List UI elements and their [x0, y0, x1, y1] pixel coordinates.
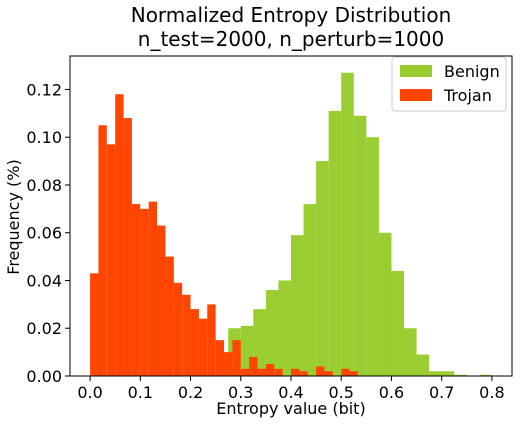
trojan-bar-16 [224, 352, 233, 376]
trojan-bar-2 [106, 144, 116, 376]
trojan-bar-21 [265, 364, 275, 376]
legend-label-trojan: Trojan [443, 86, 492, 105]
benign-bar-8 [328, 110, 342, 376]
trojan-bar-1 [98, 125, 107, 377]
x-tick-label: 0.0 [77, 383, 102, 402]
benign-bar-14 [404, 328, 417, 376]
legend-swatch-benign [400, 65, 432, 77]
benign-series-bars [228, 72, 492, 377]
benign-bar-10 [353, 115, 367, 377]
trojan-bar-28 [349, 371, 358, 376]
benign-bar-16 [429, 371, 442, 376]
benign-bar-15 [416, 354, 430, 376]
trojan-bar-26 [324, 371, 333, 376]
x-axis-ticks: 0.0 0.1 0.2 0.3 0.4 0.5 0.6 0.7 0.8 [77, 376, 505, 402]
y-tick-label: 0.00 [26, 367, 62, 386]
chart-title-line-2: n_test=2000, n_perturb=1000 [138, 27, 444, 51]
benign-bar-4 [278, 280, 291, 376]
y-tick-label: 0.04 [26, 271, 62, 290]
benign-bar-9 [341, 72, 354, 376]
legend-swatch-trojan [400, 89, 432, 101]
benign-bar-19 [479, 374, 492, 376]
benign-bar-18 [454, 374, 467, 376]
trojan-bar-13 [198, 318, 208, 376]
benign-bar-13 [391, 270, 405, 376]
y-tick-label: 0.08 [26, 176, 62, 195]
x-tick-label: 0.7 [429, 383, 454, 402]
chart-title-line-1: Normalized Entropy Distribution [131, 3, 452, 27]
y-axis-ticks: 0.00 0.02 0.04 0.06 0.08 0.10 0.12 [26, 80, 70, 386]
y-tick-label: 0.10 [26, 128, 62, 147]
trojan-bar-3 [115, 94, 124, 376]
benign-bar-6 [303, 204, 317, 376]
trojan-bar-19 [249, 356, 258, 376]
x-tick-label: 0.5 [329, 383, 354, 402]
legend-label-benign: Benign [444, 62, 500, 81]
benign-bar-5 [291, 235, 304, 376]
benign-bar-11 [366, 137, 379, 376]
trojan-bar-25 [316, 366, 325, 376]
trojan-bar-23 [291, 368, 300, 376]
trojan-bar-0 [90, 273, 99, 376]
y-tick-label: 0.06 [26, 224, 62, 243]
x-tick-label: 0.4 [278, 383, 303, 402]
trojan-bar-8 [157, 225, 166, 376]
trojan-bar-7 [148, 201, 158, 376]
benign-bar-3 [265, 290, 279, 376]
trojan-bar-11 [182, 294, 191, 376]
trojan-bar-10 [173, 282, 183, 376]
trojan-bar-27 [341, 368, 350, 376]
x-tick-label: 0.1 [128, 383, 153, 402]
trojan-bar-5 [131, 204, 141, 376]
trojan-bar-18 [240, 368, 250, 376]
legend: Benign Trojan [391, 56, 507, 112]
x-tick-label: 0.3 [228, 383, 253, 402]
y-tick-label: 0.02 [26, 319, 62, 338]
benign-bar-7 [316, 161, 329, 376]
benign-bar-12 [378, 232, 392, 376]
trojan-bar-17 [232, 340, 241, 376]
x-tick-label: 0.2 [178, 383, 203, 402]
trojan-bar-15 [215, 340, 225, 376]
benign-bar-17 [441, 371, 455, 376]
trojan-bar-20 [257, 368, 266, 376]
y-tick-label: 0.12 [26, 80, 62, 99]
trojan-series-bars [90, 94, 358, 377]
trojan-bar-12 [190, 309, 199, 376]
trojan-bar-24 [299, 371, 308, 376]
x-axis-label: Entropy value (bit) [216, 399, 365, 418]
trojan-bar-4 [123, 118, 132, 377]
trojan-bar-9 [165, 256, 174, 376]
x-tick-label: 0.6 [379, 383, 404, 402]
y-axis-label: Frequency (%) [4, 159, 23, 274]
x-tick-label: 0.8 [479, 383, 504, 402]
trojan-bar-6 [140, 208, 149, 376]
trojan-bar-22 [274, 368, 283, 376]
trojan-bar-14 [207, 304, 216, 376]
